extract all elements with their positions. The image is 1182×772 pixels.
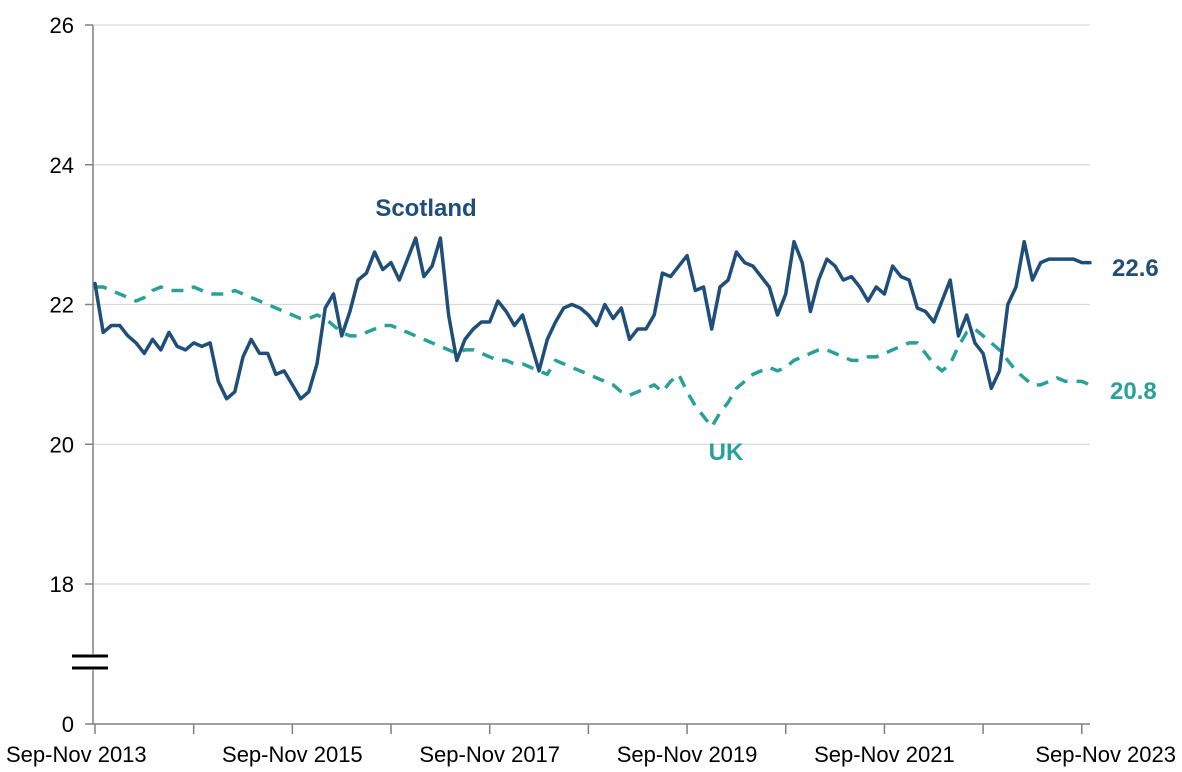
axes — [70, 25, 1090, 725]
series-line-uk — [95, 285, 1091, 429]
series-line-scotland — [93, 236, 1092, 401]
y-tick-label: 20 — [50, 432, 74, 457]
series-labels: Scotland UK 22.6 20.8 — [375, 195, 1158, 466]
x-tick-label: Sep-Nov 2021 — [814, 742, 955, 767]
y-tick-label: 22 — [50, 293, 74, 318]
series-label-scotland: Scotland — [375, 195, 476, 222]
x-tick-label: Sep-Nov 2017 — [419, 742, 560, 767]
axis-break-symbol — [70, 654, 116, 670]
x-tick-label: Sep-Nov 2013 — [6, 742, 147, 767]
x-tick-label: Sep-Nov 2015 — [222, 742, 363, 767]
series-label-uk: UK — [709, 439, 744, 466]
end-value-scotland: 22.6 — [1112, 255, 1159, 282]
y-tick-label: 26 — [50, 13, 74, 38]
y-tick-label: 24 — [50, 153, 74, 178]
x-tick-label: Sep-Nov 2023 — [1035, 742, 1176, 767]
y-axis-ticks: 0 18 20 22 24 26 — [50, 13, 93, 737]
y-tick-label: 0 — [62, 712, 74, 737]
end-value-uk: 20.8 — [1110, 378, 1157, 405]
x-axis-ticks: Sep-Nov 2013 Sep-Nov 2015 Sep-Nov 2017 Sep-… — [6, 724, 1176, 767]
series-lines — [93, 236, 1092, 429]
x-tick-label: Sep-Nov 2019 — [617, 742, 758, 767]
y-tick-label: 18 — [50, 572, 74, 597]
gridlines — [93, 24, 1090, 585]
